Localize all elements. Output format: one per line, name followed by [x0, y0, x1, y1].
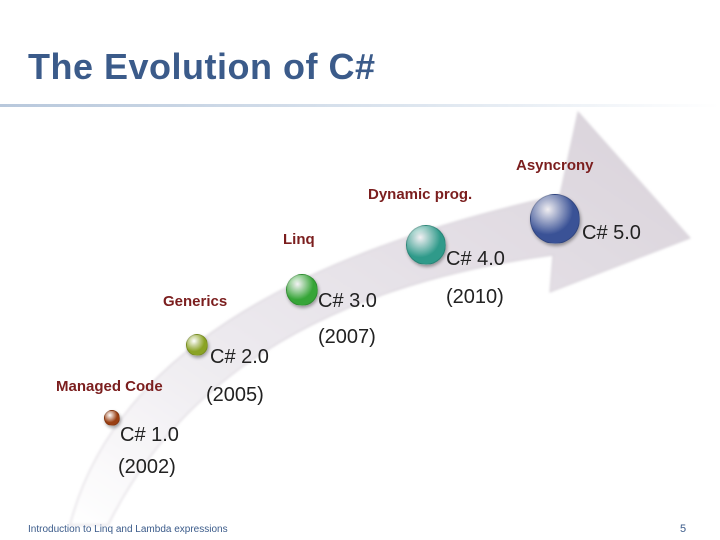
milestone-2-marker: [186, 334, 208, 356]
slide-title: The Evolution of C#: [28, 46, 376, 87]
milestone-5-feature: Asyncrony: [516, 157, 594, 174]
milestone-1-year: (2002): [118, 456, 176, 478]
milestone-4-year: (2010): [446, 286, 504, 308]
milestone-3-version: C# 3.0: [318, 290, 377, 312]
milestone-3-marker: [286, 274, 318, 306]
page-number: 5: [680, 523, 687, 535]
milestone-2-feature: Generics: [163, 293, 228, 310]
milestone-5-marker: [530, 194, 580, 244]
milestone-1-feature: Managed Code: [56, 378, 163, 395]
milestone-2-year: (2005): [206, 384, 264, 406]
milestone-4-marker: [406, 225, 446, 265]
milestone-2-version: C# 2.0: [210, 346, 269, 368]
footer-text: Introduction to Linq and Lambda expressi…: [28, 524, 228, 535]
milestone-4-feature: Dynamic prog.: [368, 186, 473, 203]
milestone-5-version: C# 5.0: [582, 222, 641, 244]
milestone-1-version: C# 1.0: [120, 424, 179, 446]
milestone-1-marker: [104, 410, 120, 426]
milestone-3-feature: Linq: [283, 231, 315, 248]
milestone-4-version: C# 4.0: [446, 248, 505, 270]
milestone-3-year: (2007): [318, 326, 376, 348]
title-divider: [0, 104, 720, 107]
